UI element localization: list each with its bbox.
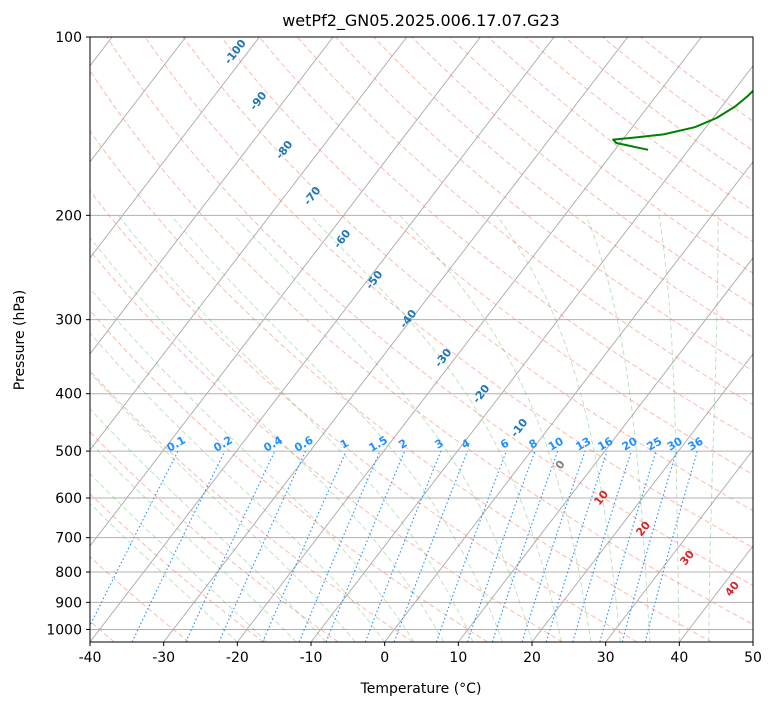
moist-adiabat — [708, 215, 719, 642]
mixing-ratio-line — [521, 450, 586, 642]
moist-adiabat — [90, 287, 415, 642]
dry-adiabat — [106, 37, 753, 587]
x-axis-ticks: -40 -30 -20 -10 0 10 20 30 40 50 — [79, 642, 762, 666]
moist-adiabat — [90, 472, 268, 642]
x-tick-label: 10 — [449, 650, 467, 666]
mixing-ratio-line — [545, 450, 608, 642]
y-axis-label: Pressure (hPa) — [12, 290, 28, 390]
skewed-isotherm-grid — [90, 37, 753, 642]
mixing-ratio-line — [298, 450, 381, 642]
dry-adiabat — [90, 189, 638, 642]
dry-adiabat — [144, 37, 753, 549]
moist-adiabat — [658, 215, 680, 642]
y-tick-label: 800 — [55, 565, 82, 581]
isotherm-line — [310, 64, 753, 642]
dry-adiabat — [90, 556, 190, 642]
mixing-ratio-line — [90, 450, 179, 627]
isotherm-line — [163, 37, 629, 642]
dry-adiabat — [90, 69, 753, 625]
x-tick-label: -40 — [79, 650, 102, 666]
mixing-ratio-line — [435, 450, 507, 642]
moist-adiabat — [309, 214, 562, 642]
moist-adiabat — [90, 502, 238, 642]
isotherm-line — [90, 37, 481, 547]
y-tick-label: 200 — [55, 208, 82, 224]
y-tick-label: 600 — [55, 491, 82, 507]
y-tick-label: 700 — [55, 531, 82, 547]
x-tick-label: 20 — [523, 650, 541, 666]
isotherm-line — [605, 449, 753, 642]
y-tick-label: 900 — [55, 595, 82, 611]
mixing-ratio-line — [466, 450, 536, 642]
dry-adiabat — [411, 37, 753, 306]
isotherm-line — [90, 37, 260, 259]
y-tick-label: 500 — [55, 444, 82, 460]
dry-adiabat — [297, 37, 753, 406]
mixing-ratio-line — [599, 450, 657, 642]
x-tick-label: 0 — [380, 650, 389, 666]
isotherm-line — [90, 37, 555, 642]
mixing-ratio-line — [491, 450, 559, 642]
isotherm-line — [90, 37, 187, 163]
dry-adiabats — [90, 37, 753, 642]
y-tick-label: 100 — [55, 30, 82, 46]
isotherm-line — [384, 161, 753, 642]
y-axis-ticks: 100 200 300 400 500 600 700 800 900 1000 — [46, 30, 90, 638]
x-tick-label: -30 — [152, 650, 175, 666]
y-tick-label: 1000 — [46, 622, 82, 638]
dry-adiabat — [90, 493, 264, 642]
x-tick-label: -20 — [226, 650, 249, 666]
moist-adiabat — [170, 214, 503, 642]
moist-adiabat — [585, 215, 651, 642]
x-tick-label: 40 — [670, 650, 688, 666]
x-tick-label: 30 — [597, 650, 615, 666]
isotherm-line — [531, 353, 753, 642]
x-tick-label: -10 — [300, 650, 323, 666]
moist-adiabat — [117, 214, 474, 642]
dry-adiabat — [259, 37, 753, 440]
isotherm-line — [457, 257, 753, 642]
mixing-ratio-line — [572, 450, 632, 642]
mixing-ratio-line — [364, 450, 442, 642]
y-tick-label: 300 — [55, 313, 82, 329]
dry-adiabat — [90, 370, 414, 642]
x-tick-label: 50 — [744, 650, 762, 666]
dewpoint-profile-line — [612, 89, 753, 151]
isotherm-line — [90, 37, 334, 355]
sounding-series — [612, 89, 753, 151]
chart-title: wetPf2_GN05.2025.006.17.07.G23 — [282, 11, 560, 31]
mixing-ratio-line — [393, 450, 469, 642]
moist-adiabat — [90, 408, 327, 642]
dry-adiabat — [182, 37, 753, 512]
moist-adiabat — [90, 236, 445, 642]
moist-adiabat — [90, 371, 356, 642]
dry-adiabat — [90, 249, 563, 642]
mixing-ratio-lines — [90, 450, 698, 642]
moist-adiabat — [90, 441, 297, 642]
plot-frame — [89, 36, 754, 643]
moist-adiabat — [90, 332, 386, 642]
isotherm-line — [90, 37, 408, 451]
mixing-ratio-line — [621, 450, 678, 642]
mixing-ratio-line — [262, 450, 347, 642]
x-axis-label: Temperature (°C) — [360, 681, 482, 697]
moist-adiabats — [90, 214, 719, 642]
moist-adiabat — [233, 214, 533, 642]
y-tick-label: 400 — [55, 387, 82, 403]
dry-adiabat — [90, 309, 488, 642]
mixing-ratio-line — [325, 450, 406, 642]
mixing-ratio-line — [644, 450, 698, 642]
